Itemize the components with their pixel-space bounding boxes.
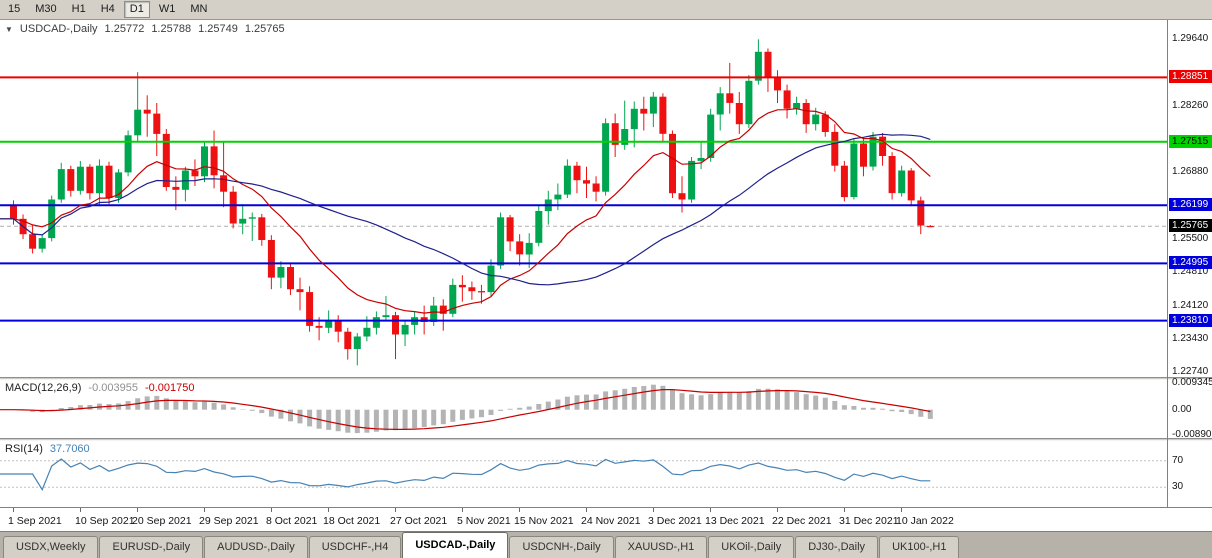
time-axis-tick bbox=[80, 508, 81, 512]
price-chart-canvas[interactable] bbox=[0, 20, 1167, 377]
tab-audusd-daily[interactable]: AUDUSD-,Daily bbox=[204, 536, 308, 558]
time-axis-tick bbox=[328, 508, 329, 512]
time-axis-label: 1 Sep 2021 bbox=[8, 515, 62, 527]
price-tick-label: 1.22740 bbox=[1172, 366, 1209, 377]
rsi-canvas[interactable] bbox=[0, 441, 1167, 507]
price-line-tag: 1.26199 bbox=[1169, 198, 1212, 211]
time-axis-tick bbox=[586, 508, 587, 512]
current-price-tag: 1.25765 bbox=[1169, 219, 1212, 232]
time-axis-tick bbox=[653, 508, 654, 512]
time-axis-label: 18 Oct 2021 bbox=[323, 515, 381, 527]
rsi-value: 37.7060 bbox=[49, 443, 90, 455]
tab-dj30-daily[interactable]: DJ30-,Daily bbox=[795, 536, 879, 558]
tab-usdchf-h4[interactable]: USDCHF-,H4 bbox=[308, 536, 402, 558]
macd-axis-label: -0.008902 bbox=[1172, 429, 1212, 440]
price-axis[interactable]: 1.29640 1.28260 1.26880 1.25500 1.24810 1.241… bbox=[1167, 20, 1212, 507]
timeframe-mn-button[interactable]: MN bbox=[184, 1, 213, 18]
timeframe-w1-button[interactable]: W1 bbox=[153, 1, 182, 18]
rsi-panel[interactable]: RSI(14) 37.7060 bbox=[0, 441, 1167, 507]
time-axis-label: 3 Dec 2021 bbox=[648, 515, 702, 527]
time-axis-tick bbox=[395, 508, 396, 512]
quote-close: 1.25765 bbox=[244, 23, 285, 35]
price-line-tag: 1.27515 bbox=[1169, 135, 1212, 148]
chart-quote-header: ▼ USDCAD-,Daily 1.25772 1.25788 1.25749 … bbox=[5, 23, 285, 35]
timeframe-m15-button[interactable]: 15 bbox=[2, 1, 26, 18]
price-line-tag: 1.24995 bbox=[1169, 256, 1212, 269]
tab-usdx-weekly[interactable]: USDX,Weekly bbox=[3, 536, 99, 558]
price-tick-label: 1.24120 bbox=[1172, 300, 1209, 311]
price-tick-label: 1.24810 bbox=[1172, 266, 1209, 277]
price-tick-label: 1.29640 bbox=[1172, 33, 1209, 44]
tab-eurusd-daily[interactable]: EURUSD-,Daily bbox=[99, 536, 204, 558]
time-axis-tick bbox=[710, 508, 711, 512]
macd-label: MACD(12,26,9) -0.003955 -0.001750 bbox=[5, 382, 195, 394]
panel-separator-macd[interactable] bbox=[0, 377, 1212, 380]
time-axis-label: 31 Dec 2021 bbox=[839, 515, 899, 527]
macd-name: MACD(12,26,9) bbox=[5, 382, 82, 394]
time-axis-tick bbox=[137, 508, 138, 512]
time-axis-tick bbox=[844, 508, 845, 512]
price-line-tag: 1.23810 bbox=[1169, 314, 1212, 327]
time-axis-tick bbox=[13, 508, 14, 512]
rsi-label: RSI(14) 37.7060 bbox=[5, 443, 90, 455]
rsi-level-label: 70 bbox=[1172, 455, 1184, 466]
chart-symbol-label: USDCAD-,Daily bbox=[19, 23, 98, 35]
quote-low: 1.25749 bbox=[198, 23, 238, 35]
tab-xauusd-h1[interactable]: XAUUSD-,H1 bbox=[614, 536, 708, 558]
time-axis-label: 10 Sep 2021 bbox=[75, 515, 135, 527]
tab-usdcnh-daily[interactable]: USDCNH-,Daily bbox=[509, 536, 614, 558]
time-axis-tick bbox=[777, 508, 778, 512]
time-axis-tick bbox=[271, 508, 272, 512]
time-axis-label: 13 Dec 2021 bbox=[705, 515, 765, 527]
macd-canvas[interactable] bbox=[0, 380, 1167, 438]
price-panel[interactable]: ▼ USDCAD-,Daily 1.25772 1.25788 1.25749 … bbox=[0, 20, 1167, 377]
time-axis-label: 27 Oct 2021 bbox=[390, 515, 448, 527]
tab-ukoil-daily[interactable]: UKOil-,Daily bbox=[708, 536, 795, 558]
time-axis-label: 24 Nov 2021 bbox=[581, 515, 641, 527]
quote-high: 1.25788 bbox=[151, 23, 192, 35]
macd-panel[interactable]: MACD(12,26,9) -0.003955 -0.001750 bbox=[0, 380, 1167, 438]
timeframe-h4-button[interactable]: H4 bbox=[95, 1, 121, 18]
time-axis-label: 8 Oct 2021 bbox=[266, 515, 318, 527]
rsi-level-label: 30 bbox=[1172, 481, 1184, 492]
price-tick-label: 1.28260 bbox=[1172, 100, 1209, 111]
symbol-marker-icon: ▼ bbox=[5, 24, 13, 34]
tab-usdcad-daily[interactable]: USDCAD-,Daily bbox=[402, 532, 509, 558]
timeframe-d1-button[interactable]: D1 bbox=[123, 1, 150, 18]
tab-uk100-h1[interactable]: UK100-,H1 bbox=[879, 536, 960, 558]
panel-separator-rsi[interactable] bbox=[0, 438, 1212, 441]
time-axis-label: 10 Jan 2022 bbox=[896, 515, 954, 527]
time-axis-label: 5 Nov 2021 bbox=[457, 515, 511, 527]
time-axis-label: 20 Sep 2021 bbox=[132, 515, 192, 527]
time-axis-tick bbox=[519, 508, 520, 512]
rsi-name: RSI(14) bbox=[5, 443, 43, 455]
price-tick-label: 1.26880 bbox=[1172, 166, 1209, 177]
macd-axis-label: 0.009345 bbox=[1172, 377, 1212, 388]
time-axis[interactable]: 1 Sep 2021 10 Sep 2021 20 Sep 2021 29 Sep 2… bbox=[0, 507, 1212, 531]
macd-axis-label: 0.00 bbox=[1172, 404, 1192, 415]
timeframe-h1-button[interactable]: H1 bbox=[66, 1, 92, 18]
time-axis-tick bbox=[462, 508, 463, 512]
chart-window: ▼ USDCAD-,Daily 1.25772 1.25788 1.25749 … bbox=[0, 20, 1212, 531]
timeframe-toolbar: 15 M30 H1 H4 D1 W1 MN bbox=[0, 0, 1212, 20]
chart-tab-bar: USDX,Weekly EURUSD-,Daily AUDUSD-,Daily … bbox=[0, 531, 1212, 558]
time-axis-tick bbox=[901, 508, 902, 512]
time-axis-label: 15 Nov 2021 bbox=[514, 515, 574, 527]
macd-main-value: -0.003955 bbox=[88, 382, 138, 394]
macd-signal-value: -0.001750 bbox=[144, 382, 195, 394]
price-tick-label: 1.25500 bbox=[1172, 233, 1209, 244]
time-axis-label: 29 Sep 2021 bbox=[199, 515, 259, 527]
time-axis-tick bbox=[204, 508, 205, 512]
timeframe-m30-button[interactable]: M30 bbox=[29, 1, 62, 18]
time-axis-label: 22 Dec 2021 bbox=[772, 515, 832, 527]
quote-open: 1.25772 bbox=[104, 23, 145, 35]
price-tick-label: 1.23430 bbox=[1172, 333, 1209, 344]
price-line-tag: 1.28851 bbox=[1169, 70, 1212, 83]
